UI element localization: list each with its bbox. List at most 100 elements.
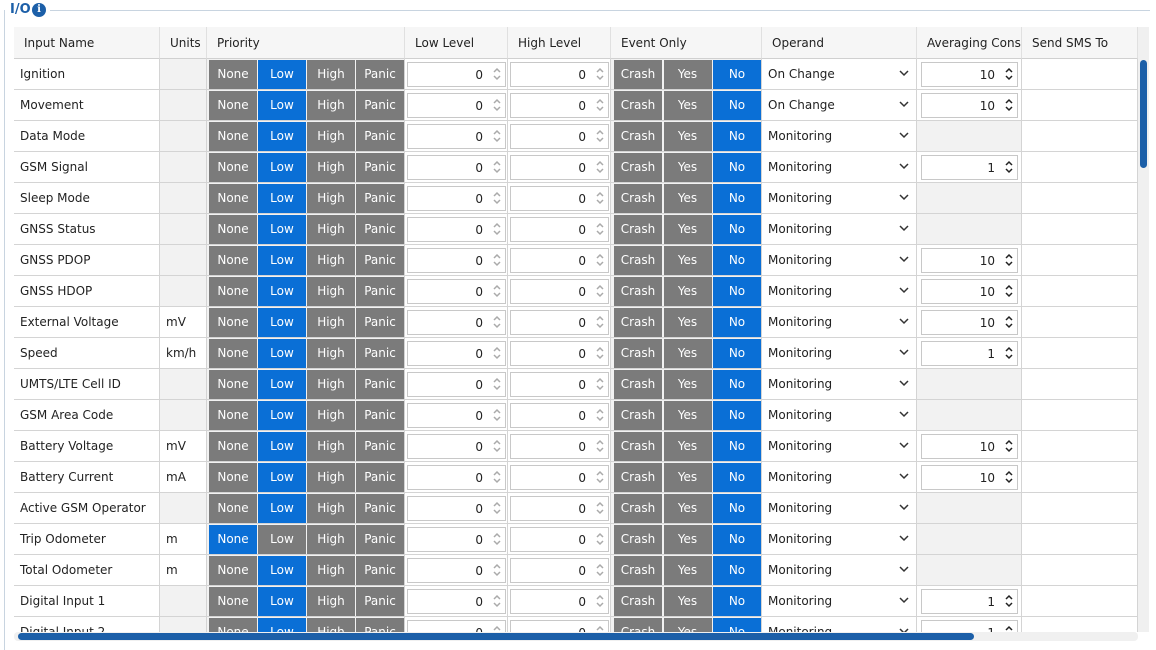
operand-select[interactable]: On Change bbox=[762, 59, 917, 90]
operand-select[interactable]: Monitoring bbox=[762, 152, 917, 183]
spinner[interactable] bbox=[595, 252, 605, 268]
spinner[interactable] bbox=[595, 97, 605, 113]
high-level-input[interactable]: 0 bbox=[510, 434, 609, 459]
event-button[interactable]: Crash bbox=[614, 246, 662, 275]
event-button[interactable]: Crash bbox=[614, 339, 662, 368]
priority-button[interactable]: Panic bbox=[356, 153, 404, 182]
averaging-input[interactable]: 10 bbox=[921, 248, 1018, 273]
spinner[interactable] bbox=[595, 283, 605, 299]
send-sms-cell[interactable] bbox=[1022, 214, 1138, 245]
send-sms-cell[interactable] bbox=[1022, 555, 1138, 586]
low-level-input[interactable]: 0 bbox=[407, 279, 506, 304]
send-sms-cell[interactable] bbox=[1022, 276, 1138, 307]
event-button[interactable]: Crash bbox=[614, 370, 662, 399]
send-sms-cell[interactable] bbox=[1022, 183, 1138, 214]
spinner[interactable] bbox=[595, 469, 605, 485]
priority-button[interactable]: Panic bbox=[356, 91, 404, 120]
priority-button[interactable]: None bbox=[209, 370, 257, 399]
send-sms-cell[interactable] bbox=[1022, 493, 1138, 524]
column-header[interactable]: Send SMS To bbox=[1022, 27, 1138, 59]
priority-button[interactable]: Panic bbox=[356, 525, 404, 554]
spinner[interactable] bbox=[595, 221, 605, 237]
spinner[interactable] bbox=[595, 128, 605, 144]
priority-button[interactable]: Panic bbox=[356, 432, 404, 461]
averaging-input[interactable]: 10 bbox=[921, 465, 1018, 490]
event-button[interactable]: Crash bbox=[614, 215, 662, 244]
event-button[interactable]: Yes bbox=[663, 463, 712, 492]
column-header[interactable]: Operand bbox=[762, 27, 917, 59]
event-button[interactable]: No bbox=[713, 525, 761, 554]
spinner[interactable] bbox=[492, 624, 502, 632]
send-sms-cell[interactable] bbox=[1022, 307, 1138, 338]
event-button[interactable]: Crash bbox=[614, 184, 662, 213]
send-sms-cell[interactable] bbox=[1022, 121, 1138, 152]
dropdown-arrow[interactable] bbox=[899, 628, 909, 632]
dropdown-arrow[interactable] bbox=[899, 535, 909, 543]
averaging-input[interactable]: 10 bbox=[921, 62, 1018, 87]
event-button[interactable]: No bbox=[713, 215, 761, 244]
event-button[interactable]: Yes bbox=[663, 153, 712, 182]
priority-button[interactable]: None bbox=[209, 587, 257, 616]
column-header[interactable]: Event Only bbox=[611, 27, 762, 59]
event-button[interactable]: Crash bbox=[614, 432, 662, 461]
priority-button[interactable]: High bbox=[307, 122, 355, 151]
event-button[interactable]: No bbox=[713, 432, 761, 461]
spinner[interactable] bbox=[492, 500, 502, 516]
high-level-input[interactable]: 0 bbox=[510, 589, 609, 614]
dropdown-arrow[interactable] bbox=[899, 442, 909, 450]
operand-select[interactable]: Monitoring bbox=[762, 245, 917, 276]
priority-button[interactable]: Low bbox=[258, 525, 306, 554]
operand-select[interactable]: Monitoring bbox=[762, 183, 917, 214]
spinner[interactable] bbox=[595, 66, 605, 82]
low-level-input[interactable]: 0 bbox=[407, 589, 506, 614]
low-level-input[interactable]: 0 bbox=[407, 527, 506, 552]
priority-button[interactable]: Low bbox=[258, 339, 306, 368]
priority-button[interactable]: Panic bbox=[356, 215, 404, 244]
priority-button[interactable]: None bbox=[209, 91, 257, 120]
spinner[interactable] bbox=[1004, 469, 1014, 485]
priority-button[interactable]: None bbox=[209, 525, 257, 554]
event-button[interactable]: Yes bbox=[663, 618, 712, 632]
spinner[interactable] bbox=[492, 376, 502, 392]
priority-button[interactable]: Low bbox=[258, 370, 306, 399]
event-button[interactable]: No bbox=[713, 370, 761, 399]
send-sms-cell[interactable] bbox=[1022, 462, 1138, 493]
priority-button[interactable]: None bbox=[209, 277, 257, 306]
scroll-thumb[interactable] bbox=[1140, 60, 1147, 168]
send-sms-cell[interactable] bbox=[1022, 338, 1138, 369]
priority-button[interactable]: Panic bbox=[356, 618, 404, 632]
high-level-input[interactable]: 0 bbox=[510, 341, 609, 366]
priority-button[interactable]: High bbox=[307, 60, 355, 89]
dropdown-arrow[interactable] bbox=[899, 349, 909, 357]
priority-button[interactable]: High bbox=[307, 401, 355, 430]
event-button[interactable]: Yes bbox=[663, 91, 712, 120]
priority-button[interactable]: Low bbox=[258, 463, 306, 492]
priority-button[interactable]: High bbox=[307, 184, 355, 213]
dropdown-arrow[interactable] bbox=[899, 132, 909, 140]
operand-select[interactable]: Monitoring bbox=[762, 369, 917, 400]
priority-button[interactable]: Low bbox=[258, 432, 306, 461]
low-level-input[interactable]: 0 bbox=[407, 93, 506, 118]
spinner[interactable] bbox=[1004, 283, 1014, 299]
spinner[interactable] bbox=[595, 562, 605, 578]
event-button[interactable]: No bbox=[713, 184, 761, 213]
high-level-input[interactable]: 0 bbox=[510, 155, 609, 180]
send-sms-cell[interactable] bbox=[1022, 400, 1138, 431]
priority-button[interactable]: Panic bbox=[356, 246, 404, 275]
event-button[interactable]: No bbox=[713, 494, 761, 523]
priority-button[interactable]: Panic bbox=[356, 494, 404, 523]
spinner[interactable] bbox=[595, 500, 605, 516]
dropdown-arrow[interactable] bbox=[899, 101, 909, 109]
event-button[interactable]: Yes bbox=[663, 587, 712, 616]
event-button[interactable]: No bbox=[713, 463, 761, 492]
high-level-input[interactable]: 0 bbox=[510, 248, 609, 273]
dropdown-arrow[interactable] bbox=[899, 504, 909, 512]
send-sms-cell[interactable] bbox=[1022, 90, 1138, 121]
averaging-input[interactable]: 1 bbox=[921, 620, 1018, 632]
spinner[interactable] bbox=[595, 407, 605, 423]
dropdown-arrow[interactable] bbox=[899, 70, 909, 78]
low-level-input[interactable]: 0 bbox=[407, 558, 506, 583]
event-button[interactable]: No bbox=[713, 401, 761, 430]
spinner[interactable] bbox=[1004, 159, 1014, 175]
event-button[interactable]: Yes bbox=[663, 432, 712, 461]
